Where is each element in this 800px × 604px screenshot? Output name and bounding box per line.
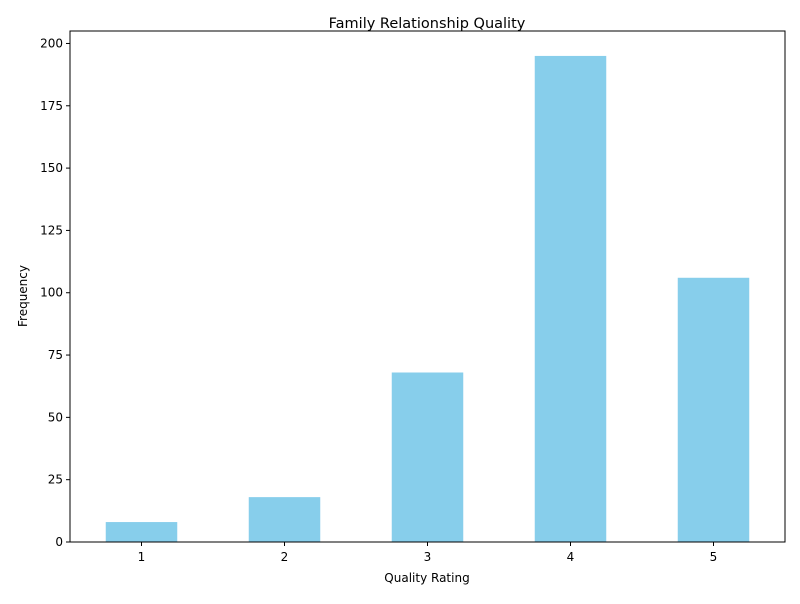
y-tick-label: 0 [55,535,63,549]
y-axis-label: Frequency [16,265,30,327]
bar-3 [391,372,464,542]
y-tick-label: 125 [40,223,63,237]
y-tick-label: 200 [40,36,63,50]
bar-2 [248,497,321,542]
bar-5 [677,277,750,542]
y-tick-label: 150 [40,161,63,175]
chart-title: Family Relationship Quality [329,16,526,32]
y-tick-label: 25 [48,473,63,487]
x-tick-label: 2 [281,550,289,564]
y-tick-label: 100 [40,286,63,300]
x-tick-label: 1 [138,550,146,564]
x-axis-label: Quality Rating [384,571,469,585]
y-tick-label: 50 [48,410,63,424]
x-tick-label: 4 [567,550,575,564]
x-axis-ticks: 1 2 3 4 5 [138,542,718,564]
y-tick-label: 75 [48,348,63,362]
bars-layer [105,55,750,543]
bar-4 [534,55,607,543]
y-axis-ticks: 0 25 50 75 100 125 150 175 200 [40,36,70,549]
y-tick-label: 175 [40,99,63,113]
bar-1 [105,522,178,542]
x-tick-label: 5 [710,550,718,564]
x-tick-label: 3 [424,550,432,564]
